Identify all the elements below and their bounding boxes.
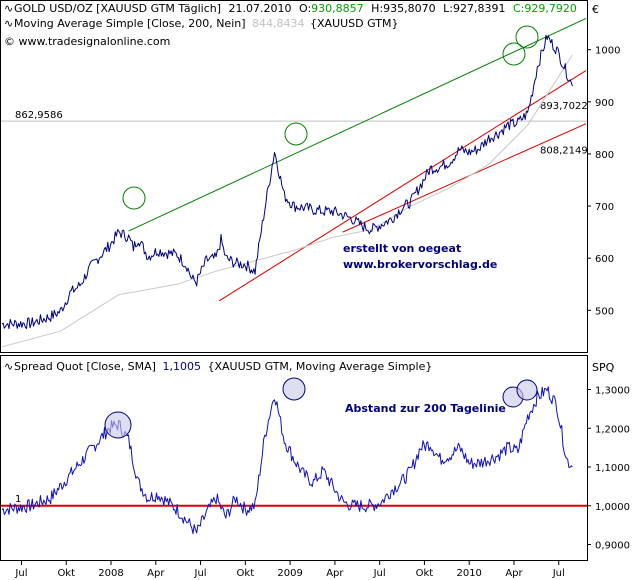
header-low-label: L: [443,2,453,15]
copyright: © www.tradesignalonline.com [4,35,170,48]
header-close: 929,7920 [524,2,577,15]
sma-toggle-icon[interactable]: ∿ [4,17,13,30]
header-low: 927,8391 [453,2,506,15]
lower-highlight-circles [104,377,538,439]
lower-y-tick-label-0: 0,9000 [595,541,630,552]
spread-indicator-value: 1,1005 [162,360,201,373]
x-tick-label-8: Jul [373,568,386,579]
x-tick-label-10: 2010 [456,568,481,579]
svg-text:Moving Average Simple [Close,: Moving Average Simple [Close, 200, Nein]… [14,17,398,30]
x-tick-label-4: Jul [194,568,207,579]
upper-lines: 893,7022 808,2149 [1,17,588,348]
header-open: 930,8857 [311,2,364,15]
upper-y-axis: 500 600 700 800 900 1000 [587,46,620,317]
reference-line-label: 862,9586 [15,110,63,121]
author-line-2: www.brokervorschlag.de [343,258,497,271]
x-tick-label-0: Jul [14,568,27,579]
lower-y-axis: 0,9000 1,0000 1,1000 1,2000 1,3000 [587,386,630,552]
x-tick-label-6: 2009 [277,568,302,579]
lower-circle-2010b [516,379,538,401]
lower-y-tick-label-2: 1,1000 [595,463,630,474]
trend-label-1: 808,2149 [540,146,588,157]
upper-header: ∿ GOLD USD/OZ [XAUUSD GTM Täglich] 21.07… [4,2,577,48]
indicator-toggle-icon[interactable]: ∿ [4,2,13,15]
highlight-circle-2008 [122,186,146,210]
upper-grid: 862,9586 [1,110,587,122]
lower-lines: 1 [1,386,587,535]
header-close-label: C: [513,2,524,15]
spread-indicator-label: Spread Quot [Close, SMA] [14,360,156,373]
x-tick-label-2: 2008 [98,568,123,579]
sma-indicator-label: Moving Average Simple [Close, 200, Nein] [14,17,246,30]
header-high-label: H: [371,2,383,15]
x-tick-label-12: Jul [552,568,565,579]
upper-y-tick-label-1: 600 [595,254,614,265]
svg-text:Spread Quot [Close, SMA]: Spread Quot [Close, SMA] 1,1005 {XAUUSD … [14,360,432,373]
series-sma-200 [1,54,573,348]
x-tick-label-7: Apr [326,568,344,579]
lower-circle-2009 [282,377,306,401]
trend-line-green [128,17,587,232]
upper-y-tick-label-4: 900 [595,98,614,109]
upper-y-tick-label-5: 1000 [595,46,620,57]
upper-y-tick-label-2: 700 [595,202,614,213]
lower-y-tick-label-4: 1,3000 [595,386,630,397]
upper-y-tick-label-0: 500 [595,306,614,317]
series-spread-quot [1,386,573,535]
x-tick-label-5: Okt [237,568,255,579]
lower-axis-unit: SPQ [592,361,615,374]
spread-toggle-icon[interactable]: ∿ [4,360,13,373]
currency-symbol: € [592,3,599,16]
svg-text:GOLD USD/OZ [XAUUSD GTM Tägli: GOLD USD/OZ [XAUUSD GTM Täglich] 21.07.2… [14,2,577,15]
x-tick-label-3: Apr [147,568,165,579]
header-date: 21.07.2010 [229,2,292,15]
highlight-circles [122,25,539,210]
x-tick-label-1: Okt [57,568,75,579]
highlight-circle-2010b [515,25,539,49]
highlight-circle-2010a [502,42,526,66]
x-tick-label-9: Okt [416,568,434,579]
highlight-circle-2009 [284,122,308,146]
author-line-1: erstellt von oegeat [343,242,461,255]
upper-plot-frame [0,0,588,353]
spread-indicator-ref: {XAUUSD GTM, Moving Average Simple} [207,360,432,373]
lower-y-tick-label-1: 1,0000 [595,502,630,513]
x-axis: Jul Okt 2008 Apr Jul Okt 2009 Apr Jul Okt 2010 Apr J… [14,560,565,579]
upper-y-tick-label-3: 800 [595,150,614,161]
lower-note: Abstand zur 200 Tagelinie [345,402,506,415]
sma-indicator-ref: {XAUUSD GTM} [310,17,398,30]
lower-reference-label: 1 [15,494,21,505]
sma-indicator-value: 844,8434 [252,17,305,30]
header-high: 935,8070 [383,2,436,15]
lower-y-tick-label-3: 1,2000 [595,424,630,435]
trend-line-red-upper [218,70,587,302]
trend-label-0: 893,7022 [540,101,588,112]
trend-line-red-lower [342,123,587,233]
header-open-label: O: [299,2,311,15]
lower-circle-2008 [104,411,132,439]
series-gold-price [1,34,573,330]
lower-header: ∿ Spread Quot [Close, SMA] 1,1005 {XAUUS… [4,360,432,373]
x-tick-label-11: Apr [505,568,523,579]
instrument-label: GOLD USD/OZ [XAUUSD GTM Täglich] [14,2,221,15]
